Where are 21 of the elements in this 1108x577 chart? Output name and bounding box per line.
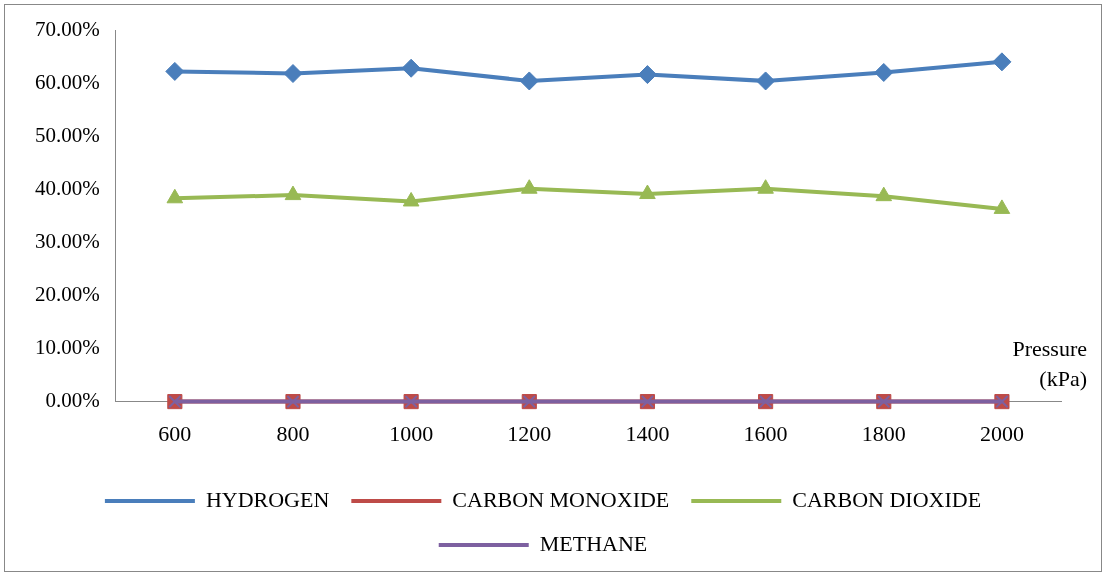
y-tick-label: 60.00% [34,69,100,94]
y-tick-label: 50.00% [34,122,100,147]
y-tick-label: 20.00% [34,281,100,306]
x-tick-label: 1000 [389,420,434,446]
x-tick-label: 2000 [979,420,1024,446]
x-tick-label: 1400 [625,420,670,446]
y-tick-label: 0.00% [45,388,100,413]
x-axis-title: Pressure (kPa) [1012,336,1087,392]
x-tick-label: 1800 [861,420,906,446]
x-tick-label: 600 [158,420,192,446]
y-tick-label: 70.00% [34,16,100,41]
x-tick-label: 1200 [507,420,552,446]
legend-label: HYDROGEN [205,486,330,512]
legend-label: CARBON DIOXIDE [792,486,982,512]
x-tick-label: 800 [276,420,310,446]
legend-label: METHANE [539,530,648,556]
y-tick-label: 30.00% [34,228,100,253]
y-tick-label: 10.00% [34,335,100,360]
y-tick-label: 40.00% [34,175,100,200]
x-tick-label: 1600 [743,420,788,446]
legend-label: CARBON MONOXIDE [452,486,670,512]
